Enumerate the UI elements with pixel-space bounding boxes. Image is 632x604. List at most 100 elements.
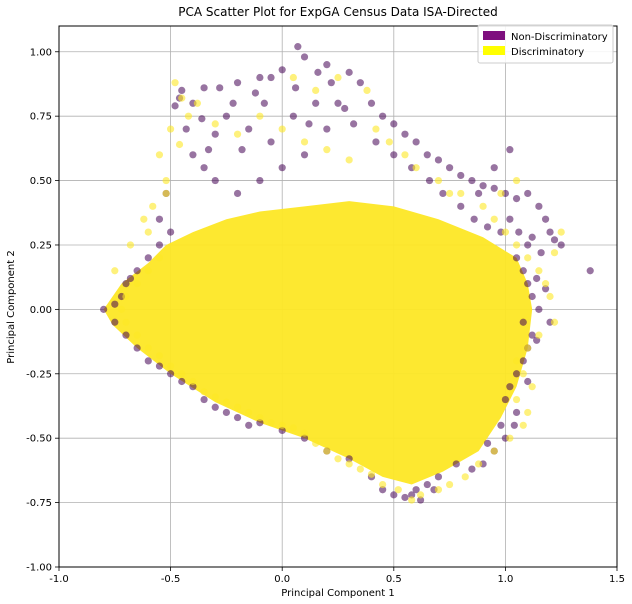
- point-non-discriminatory: [470, 215, 478, 223]
- point-non-discriminatory: [341, 104, 349, 113]
- point-discriminatory: [501, 228, 509, 236]
- point-discriminatory: [519, 421, 527, 429]
- point-non-discriminatory: [401, 130, 409, 138]
- point-non-discriminatory: [434, 156, 443, 164]
- legend-label-non-discriminatory: Non-Discriminatory: [511, 32, 608, 43]
- point-non-discriminatory: [294, 43, 302, 51]
- point-non-discriminatory: [144, 357, 152, 365]
- point-discriminatory: [267, 419, 275, 427]
- point-discriminatory: [434, 486, 443, 494]
- scatter-points: [100, 43, 594, 504]
- point-non-discriminatory: [245, 421, 253, 429]
- point-discriminatory: [178, 370, 186, 378]
- point-non-discriminatory: [211, 130, 219, 138]
- point-non-discriminatory: [528, 331, 536, 339]
- point-discriminatory: [149, 202, 157, 210]
- point-non-discriminatory: [182, 125, 190, 133]
- point-non-discriminatory: [256, 419, 264, 427]
- point-non-discriminatory: [416, 496, 425, 504]
- point-discriminatory: [211, 120, 219, 128]
- point-non-discriminatory: [515, 228, 523, 236]
- y-tick-label: -0.25: [26, 369, 52, 380]
- point-non-discriminatory: [510, 421, 518, 429]
- point-non-discriminatory: [512, 195, 521, 203]
- point-discriminatory: [524, 408, 532, 417]
- point-non-discriminatory: [291, 84, 300, 92]
- point-non-discriminatory: [100, 305, 108, 313]
- point-non-discriminatory: [533, 274, 541, 283]
- point-non-discriminatory: [506, 215, 514, 223]
- point-discriminatory: [167, 362, 175, 370]
- point-non-discriminatory: [535, 305, 543, 313]
- point-non-discriminatory: [189, 383, 197, 391]
- point-discriminatory: [122, 292, 130, 301]
- point-non-discriminatory: [537, 249, 545, 257]
- point-non-discriminatory: [483, 223, 492, 231]
- x-tick-label: 1.5: [609, 574, 625, 585]
- point-non-discriminatory: [468, 176, 476, 185]
- point-discriminatory: [524, 344, 532, 352]
- point-non-discriminatory: [490, 164, 498, 172]
- point-discriminatory: [363, 86, 371, 95]
- point-discriminatory: [401, 151, 409, 159]
- point-discriminatory: [490, 215, 498, 223]
- y-tick-label: -1.00: [26, 563, 52, 574]
- point-non-discriminatory: [457, 202, 465, 210]
- point-non-discriminatory: [519, 318, 527, 326]
- point-non-discriminatory: [314, 68, 322, 76]
- point-non-discriminatory: [289, 112, 297, 120]
- point-non-discriminatory: [171, 102, 179, 110]
- point-discriminatory: [446, 189, 454, 198]
- x-tick-label: 0.5: [386, 574, 402, 585]
- point-discriminatory: [372, 125, 380, 133]
- point-non-discriminatory: [457, 171, 465, 180]
- point-non-discriminatory: [198, 115, 206, 123]
- point-discriminatory: [535, 331, 543, 339]
- point-discriminatory: [379, 480, 387, 489]
- point-non-discriminatory: [155, 362, 164, 370]
- point-non-discriminatory: [238, 146, 246, 154]
- point-non-discriminatory: [334, 99, 342, 107]
- point-discriminatory: [557, 228, 565, 236]
- legend-box: [477, 24, 614, 64]
- point-discriminatory: [457, 189, 465, 198]
- point-non-discriminatory: [229, 99, 237, 107]
- legend-swatch-discriminatory: [483, 46, 505, 55]
- point-discriminatory: [528, 383, 536, 391]
- point-non-discriminatory: [586, 267, 594, 275]
- point-non-discriminatory: [278, 426, 286, 435]
- point-non-discriminatory: [122, 331, 130, 339]
- x-axis-ticks: -1.0 -0.5 0.0 0.5 1.0 1.5: [49, 567, 625, 585]
- plot-area: -1.0 -0.5 0.0 0.5 1.0 1.5 -1.00 -0.75 -0.50 -0.2…: [26, 25, 625, 585]
- point-non-discriminatory: [390, 491, 398, 499]
- y-axis-ticks: -1.00 -0.75 -0.50 -0.25 0.00 0.25 0.50 0.75 1.00: [26, 47, 59, 574]
- point-non-discriminatory: [557, 241, 565, 249]
- point-non-discriminatory: [133, 267, 141, 275]
- point-discriminatory: [345, 460, 353, 468]
- point-non-discriminatory: [483, 439, 492, 447]
- point-discriminatory: [345, 156, 353, 164]
- point-discriminatory: [334, 73, 342, 82]
- point-non-discriminatory: [434, 473, 443, 481]
- point-discriminatory: [506, 434, 514, 442]
- point-discriminatory: [278, 125, 286, 133]
- point-discriminatory: [193, 99, 201, 107]
- point-non-discriminatory: [524, 377, 532, 386]
- point-discriminatory: [356, 465, 364, 473]
- point-non-discriminatory: [379, 112, 387, 120]
- point-discriminatory: [167, 125, 175, 133]
- point-non-discriminatory: [204, 146, 213, 154]
- point-discriminatory: [541, 280, 550, 288]
- point-discriminatory: [178, 94, 186, 102]
- point-non-discriminatory: [390, 120, 398, 128]
- point-non-discriminatory: [519, 357, 527, 365]
- point-discriminatory: [184, 112, 193, 120]
- point-discriminatory: [512, 395, 521, 404]
- point-discriminatory: [245, 408, 253, 417]
- point-non-discriminatory: [528, 233, 536, 241]
- point-non-discriminatory: [200, 84, 208, 92]
- legend-swatch-non-discriminatory: [483, 31, 505, 40]
- point-non-discriminatory: [245, 125, 253, 133]
- point-discriminatory: [256, 413, 264, 422]
